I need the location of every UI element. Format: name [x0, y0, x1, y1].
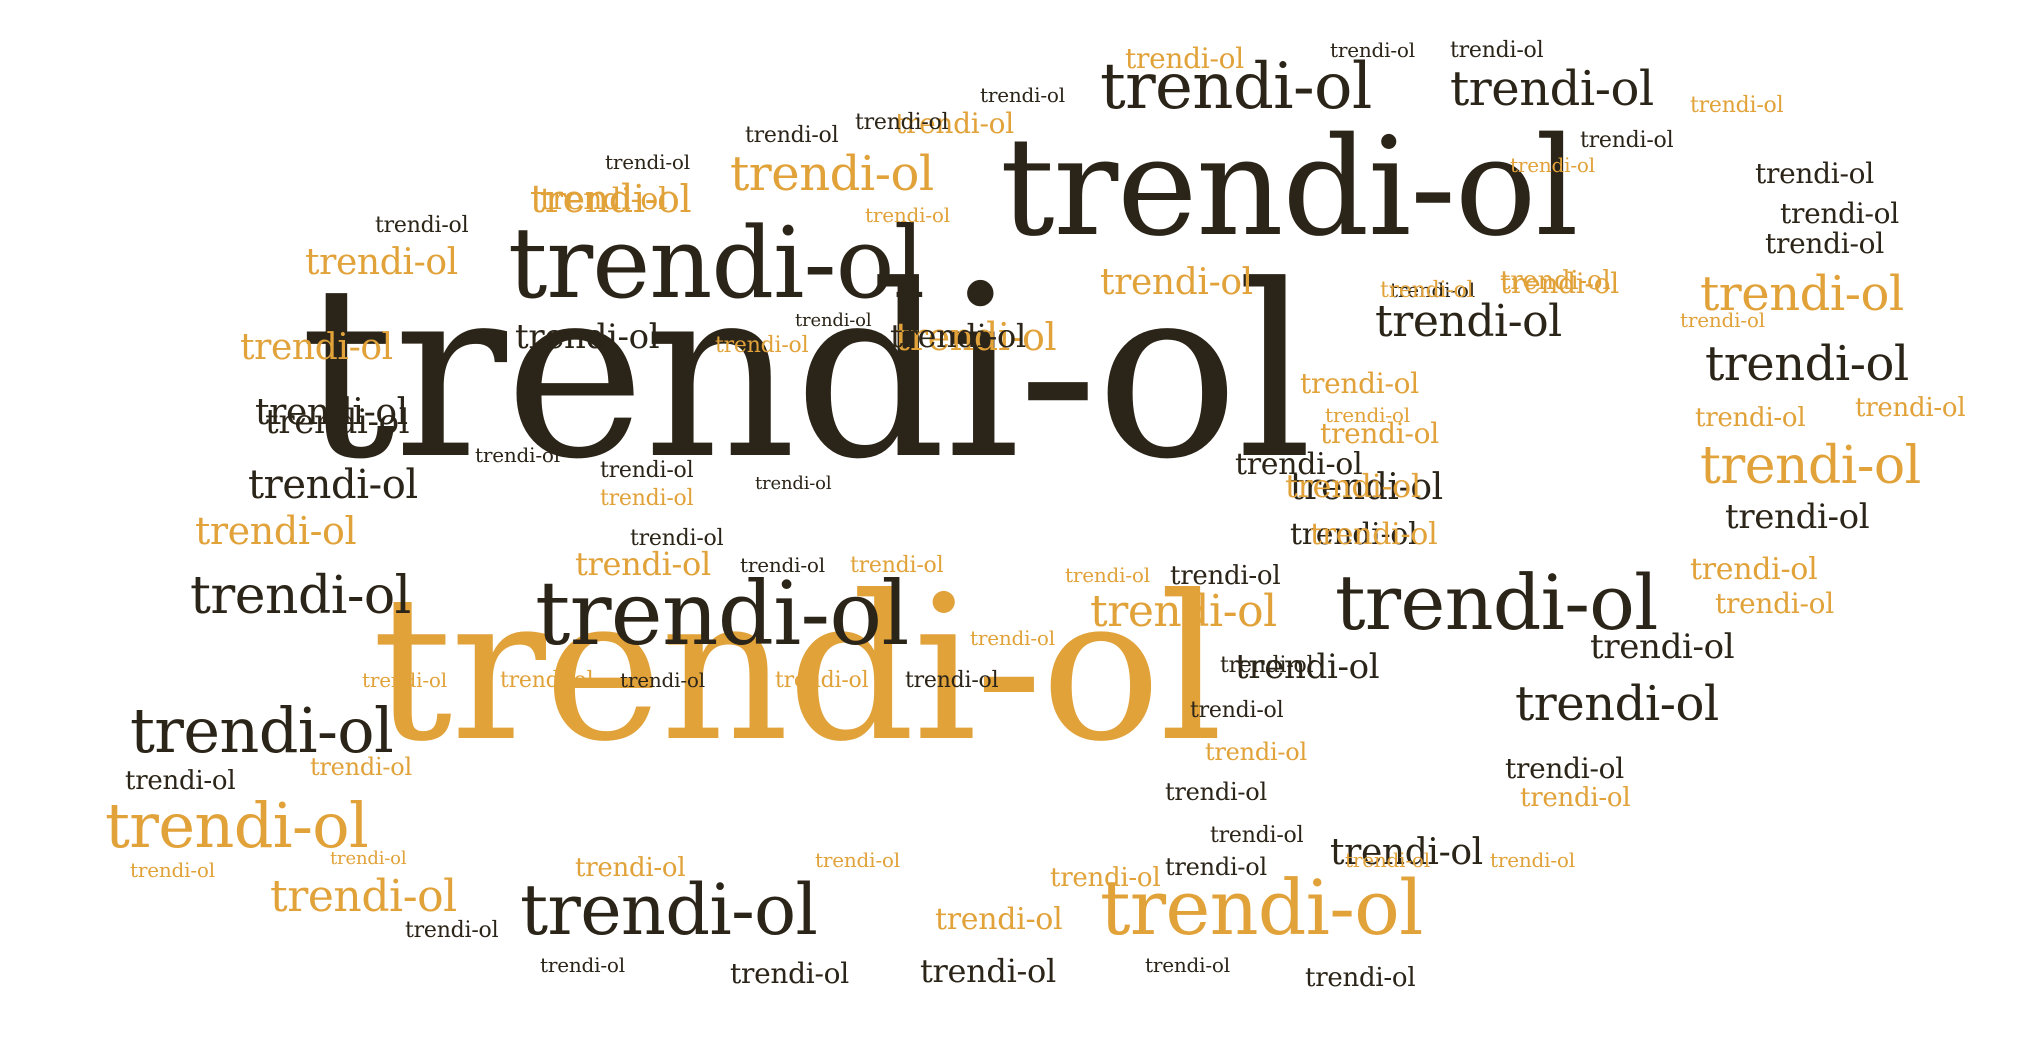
cloud-word: trendi-ol — [1725, 500, 1869, 534]
cloud-word: trendi-ol — [500, 670, 593, 692]
cloud-word: trendi-ol — [1500, 268, 1610, 294]
cloud-word: trendi-ol — [1100, 265, 1253, 301]
cloud-word: trendi-ol — [1580, 130, 1673, 152]
cloud-word: trendi-ol — [248, 465, 418, 505]
cloud-word: trendi-ol — [575, 855, 685, 881]
cloud-word: trendi-ol — [890, 320, 1026, 352]
cloud-word: trendi-ol — [195, 512, 356, 550]
cloud-word: trendi-ol — [1520, 785, 1630, 811]
cloud-word: trendi-ol — [1065, 565, 1150, 585]
cloud-word: trendi-ol — [1330, 40, 1415, 60]
cloud-word: trendi-ol — [515, 320, 659, 354]
cloud-word: trendi-ol — [850, 555, 943, 577]
cloud-word-large: trendi-ol — [1000, 120, 1577, 256]
cloud-word: trendi-ol — [1285, 470, 1421, 502]
cloud-word: trendi-ol — [1050, 865, 1160, 891]
cloud-word: trendi-ol — [105, 795, 368, 857]
cloud-word: trendi-ol — [855, 112, 948, 134]
cloud-word: trendi-ol — [1125, 45, 1244, 73]
cloud-word: trendi-ol — [330, 850, 406, 868]
cloud-word: trendi-ol — [1145, 955, 1230, 975]
cloud-word: trendi-ol — [240, 330, 393, 366]
cloud-word: trendi-ol — [1345, 850, 1430, 870]
cloud-word: trendi-ol — [600, 488, 693, 510]
cloud-word: trendi-ol — [1170, 563, 1280, 589]
cloud-word: trendi-ol — [125, 768, 235, 794]
cloud-word: trendi-ol — [362, 670, 447, 690]
cloud-word: trendi-ol — [755, 475, 831, 493]
cloud-word: trendi-ol — [1450, 65, 1654, 113]
cloud-word: trendi-ol — [1220, 655, 1313, 677]
cloud-word: trendi-ol — [815, 850, 900, 870]
cloud-word: trendi-ol — [575, 548, 711, 580]
cloud-word: trendi-ol — [730, 960, 849, 988]
cloud-word: trendi-ol — [1190, 700, 1283, 722]
cloud-word: trendi-ol — [935, 905, 1062, 935]
cloud-word: trendi-ol — [1695, 405, 1805, 431]
cloud-word: trendi-ol — [970, 628, 1055, 648]
cloud-word: trendi-ol — [1780, 200, 1899, 228]
cloud-word: trendi-ol — [1715, 590, 1834, 618]
cloud-word: trendi-ol — [265, 405, 409, 439]
cloud-word: trendi-ol — [270, 875, 457, 919]
cloud-word: trendi-ol — [540, 955, 625, 975]
cloud-word: trendi-ol — [310, 755, 412, 779]
cloud-word: trendi-ol — [1375, 300, 1562, 344]
cloud-word: trendi-ol — [1590, 630, 1734, 664]
cloud-word: trendi-ol — [1510, 155, 1595, 175]
cloud-word: trendi-ol — [535, 570, 909, 658]
cloud-word: trendi-ol — [1310, 520, 1437, 550]
cloud-word: trendi-ol — [1210, 825, 1303, 847]
cloud-word: trendi-ol — [1765, 230, 1884, 258]
cloud-word: trendi-ol — [1700, 440, 1921, 492]
cloud-word: trendi-ol — [1300, 370, 1419, 398]
cloud-word: trendi-ol — [1380, 280, 1473, 302]
cloud-word: trendi-ol — [1515, 680, 1719, 728]
cloud-word: trendi-ol — [600, 460, 693, 482]
cloud-word: trendi-ol — [905, 670, 998, 692]
cloud-word: trendi-ol — [730, 150, 934, 198]
cloud-word: trendi-ol — [1705, 340, 1909, 388]
cloud-word: trendi-ol — [715, 335, 808, 357]
cloud-word: trendi-ol — [1090, 590, 1277, 634]
cloud-word: trendi-ol — [1490, 850, 1575, 870]
cloud-word: trendi-ol — [775, 670, 868, 692]
cloud-word: trendi-ol — [1755, 160, 1874, 188]
cloud-word: trendi-ol — [1855, 395, 1965, 421]
cloud-word: trendi-ol — [520, 875, 817, 945]
cloud-word: trendi-ol — [1165, 780, 1267, 804]
cloud-word: trendi-ol — [745, 125, 838, 147]
cloud-word: trendi-ol — [190, 570, 411, 622]
cloud-word: trendi-ol — [1305, 965, 1415, 991]
cloud-word: trendi-ol — [405, 920, 498, 942]
cloud-word: trendi-ol — [130, 860, 215, 880]
cloud-word: trendi-ol — [375, 215, 468, 237]
cloud-word: trendi-ol — [740, 555, 825, 575]
cloud-word: trendi-ol — [1325, 405, 1410, 425]
cloud-word: trendi-ol — [1205, 740, 1307, 764]
cloud-word: trendi-ol — [920, 955, 1056, 987]
cloud-word: trendi-ol — [1450, 40, 1543, 62]
cloud-word: trendi-ol — [508, 215, 924, 313]
cloud-word: trendi-ol — [305, 245, 458, 281]
cloud-word: trendi-ol — [1680, 310, 1765, 330]
cloud-word: trendi-ol — [605, 152, 690, 172]
cloud-word: trendi-ol — [540, 185, 667, 215]
cloud-word: trendi-ol — [475, 445, 560, 465]
cloud-word: trendi-ol — [1505, 755, 1624, 783]
cloud-word: trendi-ol — [1165, 855, 1267, 879]
cloud-word: trendi-ol — [980, 85, 1065, 105]
cloud-word: trendi-ol — [795, 312, 871, 330]
cloud-word: trendi-ol — [1690, 95, 1783, 117]
cloud-word: trendi-ol — [1690, 555, 1817, 585]
cloud-word: trendi-ol — [620, 670, 705, 690]
cloud-word: trendi-ol — [630, 528, 723, 550]
cloud-word: trendi-ol — [865, 205, 950, 225]
